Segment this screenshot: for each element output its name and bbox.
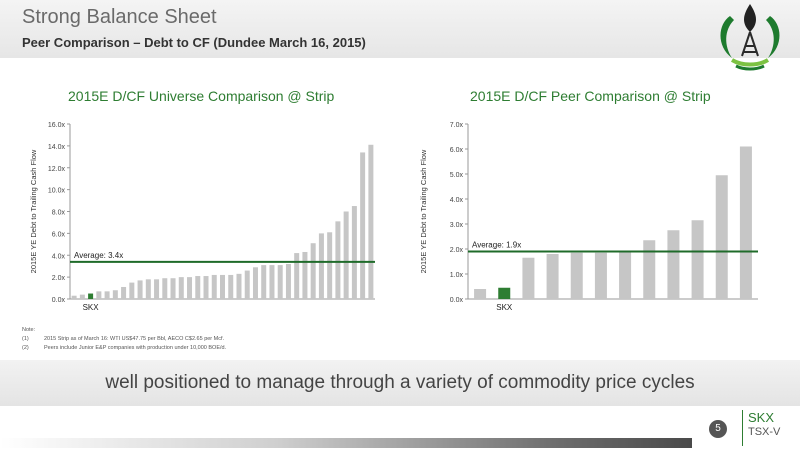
highlight-category-label: SKX — [83, 303, 100, 312]
bar — [121, 286, 127, 299]
company-logo-icon — [720, 4, 780, 71]
bar — [302, 251, 308, 299]
bar — [474, 289, 487, 299]
notes-heading: Note: — [22, 327, 36, 333]
y-tick-label: 1.0x — [450, 272, 464, 279]
ticker-divider — [742, 410, 743, 446]
bar — [252, 267, 258, 299]
bar — [360, 152, 366, 299]
bar — [643, 240, 656, 299]
bar — [195, 276, 201, 299]
average-label: Average: 3.4x — [74, 251, 123, 260]
bar — [170, 278, 176, 299]
note-number: (1) — [22, 336, 29, 342]
note-item: (1) 2015 Strip as of March 16: WTI US$47.… — [22, 335, 226, 344]
note-text: Peers include Junior E&P companies with … — [44, 345, 227, 351]
bar — [261, 265, 267, 299]
bar — [145, 279, 151, 299]
bar — [310, 243, 316, 299]
page-subtitle: Peer Comparison – Debt to CF (Dundee Mar… — [22, 35, 366, 50]
bar — [343, 211, 349, 299]
bar — [351, 206, 357, 299]
bar — [619, 252, 632, 299]
note-item: (2) Peers include Junior E&P companies wi… — [22, 344, 226, 353]
y-axis-label: 2015E YE Debt to Trailing Cash Flow — [29, 149, 38, 273]
bar — [335, 221, 341, 299]
bar — [498, 287, 511, 299]
bar — [162, 278, 168, 299]
page-number: 5 — [709, 420, 727, 438]
peer-bar-chart: 0.0x 1.0x 2.0x 3.0x 4.0x 5.0x 6.0x 7.0x 2015E YE… — [419, 122, 758, 312]
y-tick-label: 3.0x — [450, 222, 464, 229]
y-axis-label: 2015E YE Debt to Trailing Cash Flow — [419, 149, 428, 273]
bar — [88, 293, 94, 299]
bar — [691, 220, 704, 299]
y-tick-label: 6.0x — [450, 147, 464, 154]
y-tick-label: 7.0x — [450, 122, 464, 129]
bar — [71, 295, 77, 299]
bar — [228, 274, 234, 299]
y-tick-label: 0.0x — [450, 297, 464, 304]
bar — [522, 257, 535, 299]
y-tick-label: 2.0x — [52, 275, 66, 282]
bar — [137, 280, 143, 299]
y-tick-label: 12.0x — [48, 166, 66, 173]
y-tick-label: 5.0x — [450, 172, 464, 179]
note-text: 2015 Strip as of March 16: WTI US$47.75 … — [44, 336, 225, 342]
footer-bar — [0, 438, 692, 448]
universe-bar-chart: 0.0x 2.0x 4.0x 6.0x 8.0x 10.0x 12.0x 14.0x 16.0x… — [29, 122, 375, 312]
y-tick-label: 10.0x — [48, 188, 66, 195]
bar — [715, 175, 728, 299]
y-tick-label: 4.0x — [52, 253, 66, 260]
bar — [285, 264, 291, 299]
page-title: Strong Balance Sheet — [22, 6, 217, 28]
footnotes: Note: (1) 2015 Strip as of March 16: WTI … — [22, 326, 226, 353]
y-tick-label: 2.0x — [450, 247, 464, 254]
header-band: Strong Balance Sheet Peer Comparison – D… — [0, 0, 800, 58]
right-chart-title: 2015E D/CF Peer Comparison @ Strip — [470, 88, 711, 104]
average-label: Average: 1.9x — [472, 241, 521, 250]
note-number: (2) — [22, 345, 29, 351]
exchange-label: TSX-V — [748, 426, 781, 438]
bar — [129, 282, 135, 299]
bar — [570, 252, 583, 299]
bar — [220, 274, 225, 299]
bar — [368, 144, 374, 299]
y-tick-label: 14.0x — [48, 144, 66, 151]
bar — [79, 294, 85, 299]
bar — [112, 290, 118, 299]
bar — [327, 232, 333, 299]
tagline-band — [0, 360, 800, 406]
tagline: well positioned to manage through a vari… — [105, 372, 695, 393]
bar — [203, 276, 209, 299]
bar — [96, 291, 102, 299]
bar — [594, 252, 607, 299]
y-tick-label: 16.0x — [48, 122, 66, 129]
y-tick-label: 8.0x — [52, 210, 66, 217]
y-tick-label: 0.0x — [52, 297, 66, 304]
highlight-category-label: SKX — [496, 303, 513, 312]
y-tick-label: 6.0x — [52, 231, 66, 238]
bar — [104, 291, 110, 299]
bar — [277, 265, 283, 299]
bar — [546, 254, 559, 299]
bar — [294, 253, 300, 299]
bar — [211, 274, 217, 299]
bar — [236, 273, 242, 299]
y-tick-label: 4.0x — [450, 197, 464, 204]
ticker-symbol: SKX — [748, 410, 775, 425]
left-chart-title: 2015E D/CF Universe Comparison @ Strip — [68, 88, 335, 104]
bar — [187, 277, 193, 299]
bar — [269, 265, 275, 299]
bar — [178, 277, 184, 299]
bar — [154, 279, 160, 299]
bar — [318, 233, 324, 299]
bar — [739, 146, 752, 299]
bar — [667, 230, 680, 299]
bar — [244, 270, 250, 299]
ticker-block: SKX TSX-V — [748, 410, 780, 440]
